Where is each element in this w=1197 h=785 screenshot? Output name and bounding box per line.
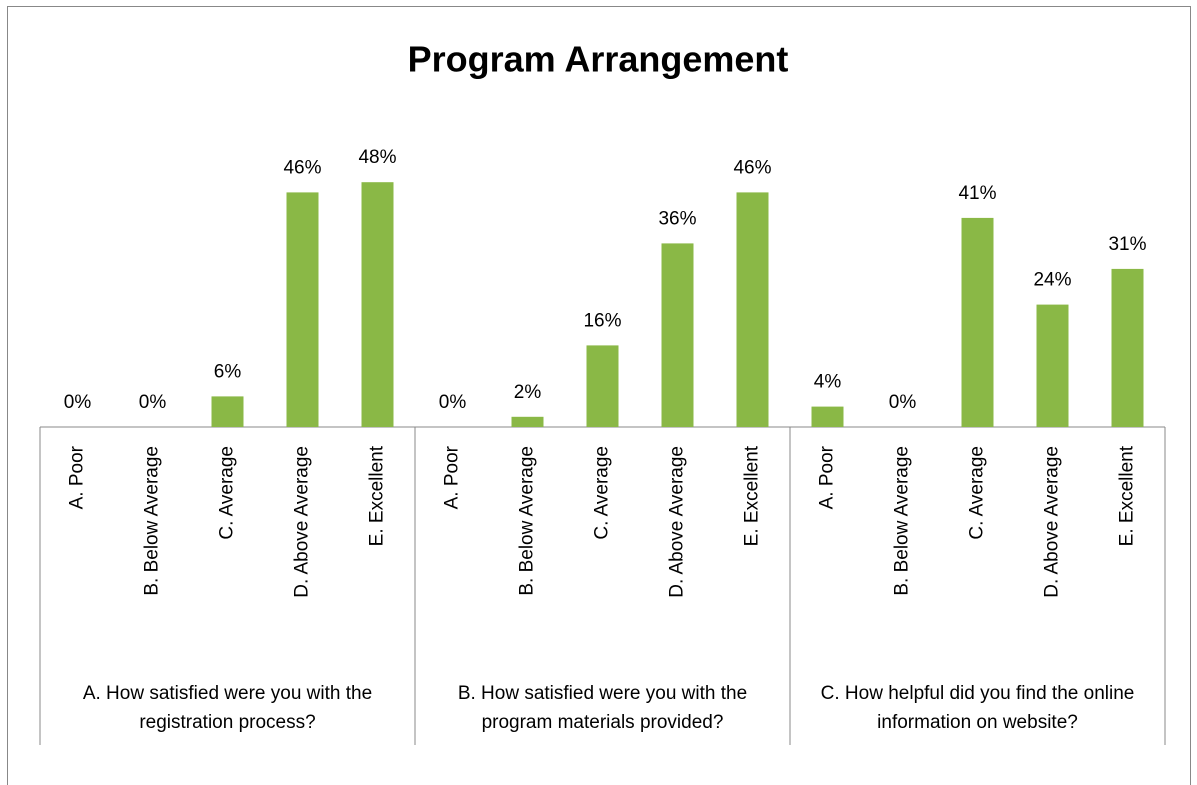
x-tick-label: D. Above Average (667, 446, 688, 598)
x-tick-label: C. Average (967, 446, 988, 540)
chart-title: Program Arrangement (408, 39, 789, 80)
x-tick-label: D. Above Average (1042, 446, 1063, 598)
bar (211, 396, 244, 427)
bar (1036, 304, 1069, 427)
x-tick-label: C. Average (592, 446, 613, 540)
data-label: 4% (814, 372, 842, 393)
x-tick-label: B. Below Average (892, 446, 913, 596)
group-label: A. How satisfied were you with the regis… (82, 683, 373, 733)
data-label: 24% (1033, 270, 1071, 291)
bar (736, 192, 769, 427)
group-label: B. How satisfied were you with the progr… (457, 683, 748, 733)
x-tick-label: E. Excellent (1117, 445, 1138, 546)
bar (511, 416, 544, 427)
chart-border (7, 6, 1191, 785)
data-label: 0% (139, 392, 167, 413)
bar (586, 345, 619, 427)
data-label: 46% (733, 157, 771, 178)
x-tick-label: B. Below Average (142, 446, 163, 596)
data-label: 36% (658, 208, 696, 229)
bar (1111, 268, 1144, 427)
data-label: 41% (958, 183, 996, 204)
data-label: 31% (1108, 234, 1146, 255)
data-label: 6% (214, 361, 242, 382)
data-label: 0% (889, 392, 917, 413)
bar (811, 406, 844, 427)
x-tick-label: A. Poor (442, 445, 463, 509)
data-label: 0% (439, 392, 467, 413)
x-tick-label: D. Above Average (292, 446, 313, 598)
data-label: 48% (358, 147, 396, 168)
x-tick-label: E. Excellent (367, 445, 388, 546)
bar (361, 182, 394, 427)
data-label: 2% (514, 382, 542, 403)
group-label: C. How helpful did you find the online i… (820, 683, 1135, 733)
bar (961, 217, 994, 427)
bar (661, 243, 694, 427)
bar (286, 192, 319, 427)
data-label: 16% (583, 310, 621, 331)
x-tick-label: B. Below Average (517, 446, 538, 596)
data-label: 46% (283, 157, 321, 178)
x-tick-label: A. Poor (817, 445, 838, 509)
x-tick-label: E. Excellent (742, 445, 763, 546)
x-tick-label: A. Poor (67, 445, 88, 509)
data-label: 0% (64, 392, 92, 413)
x-tick-label: C. Average (217, 446, 238, 540)
